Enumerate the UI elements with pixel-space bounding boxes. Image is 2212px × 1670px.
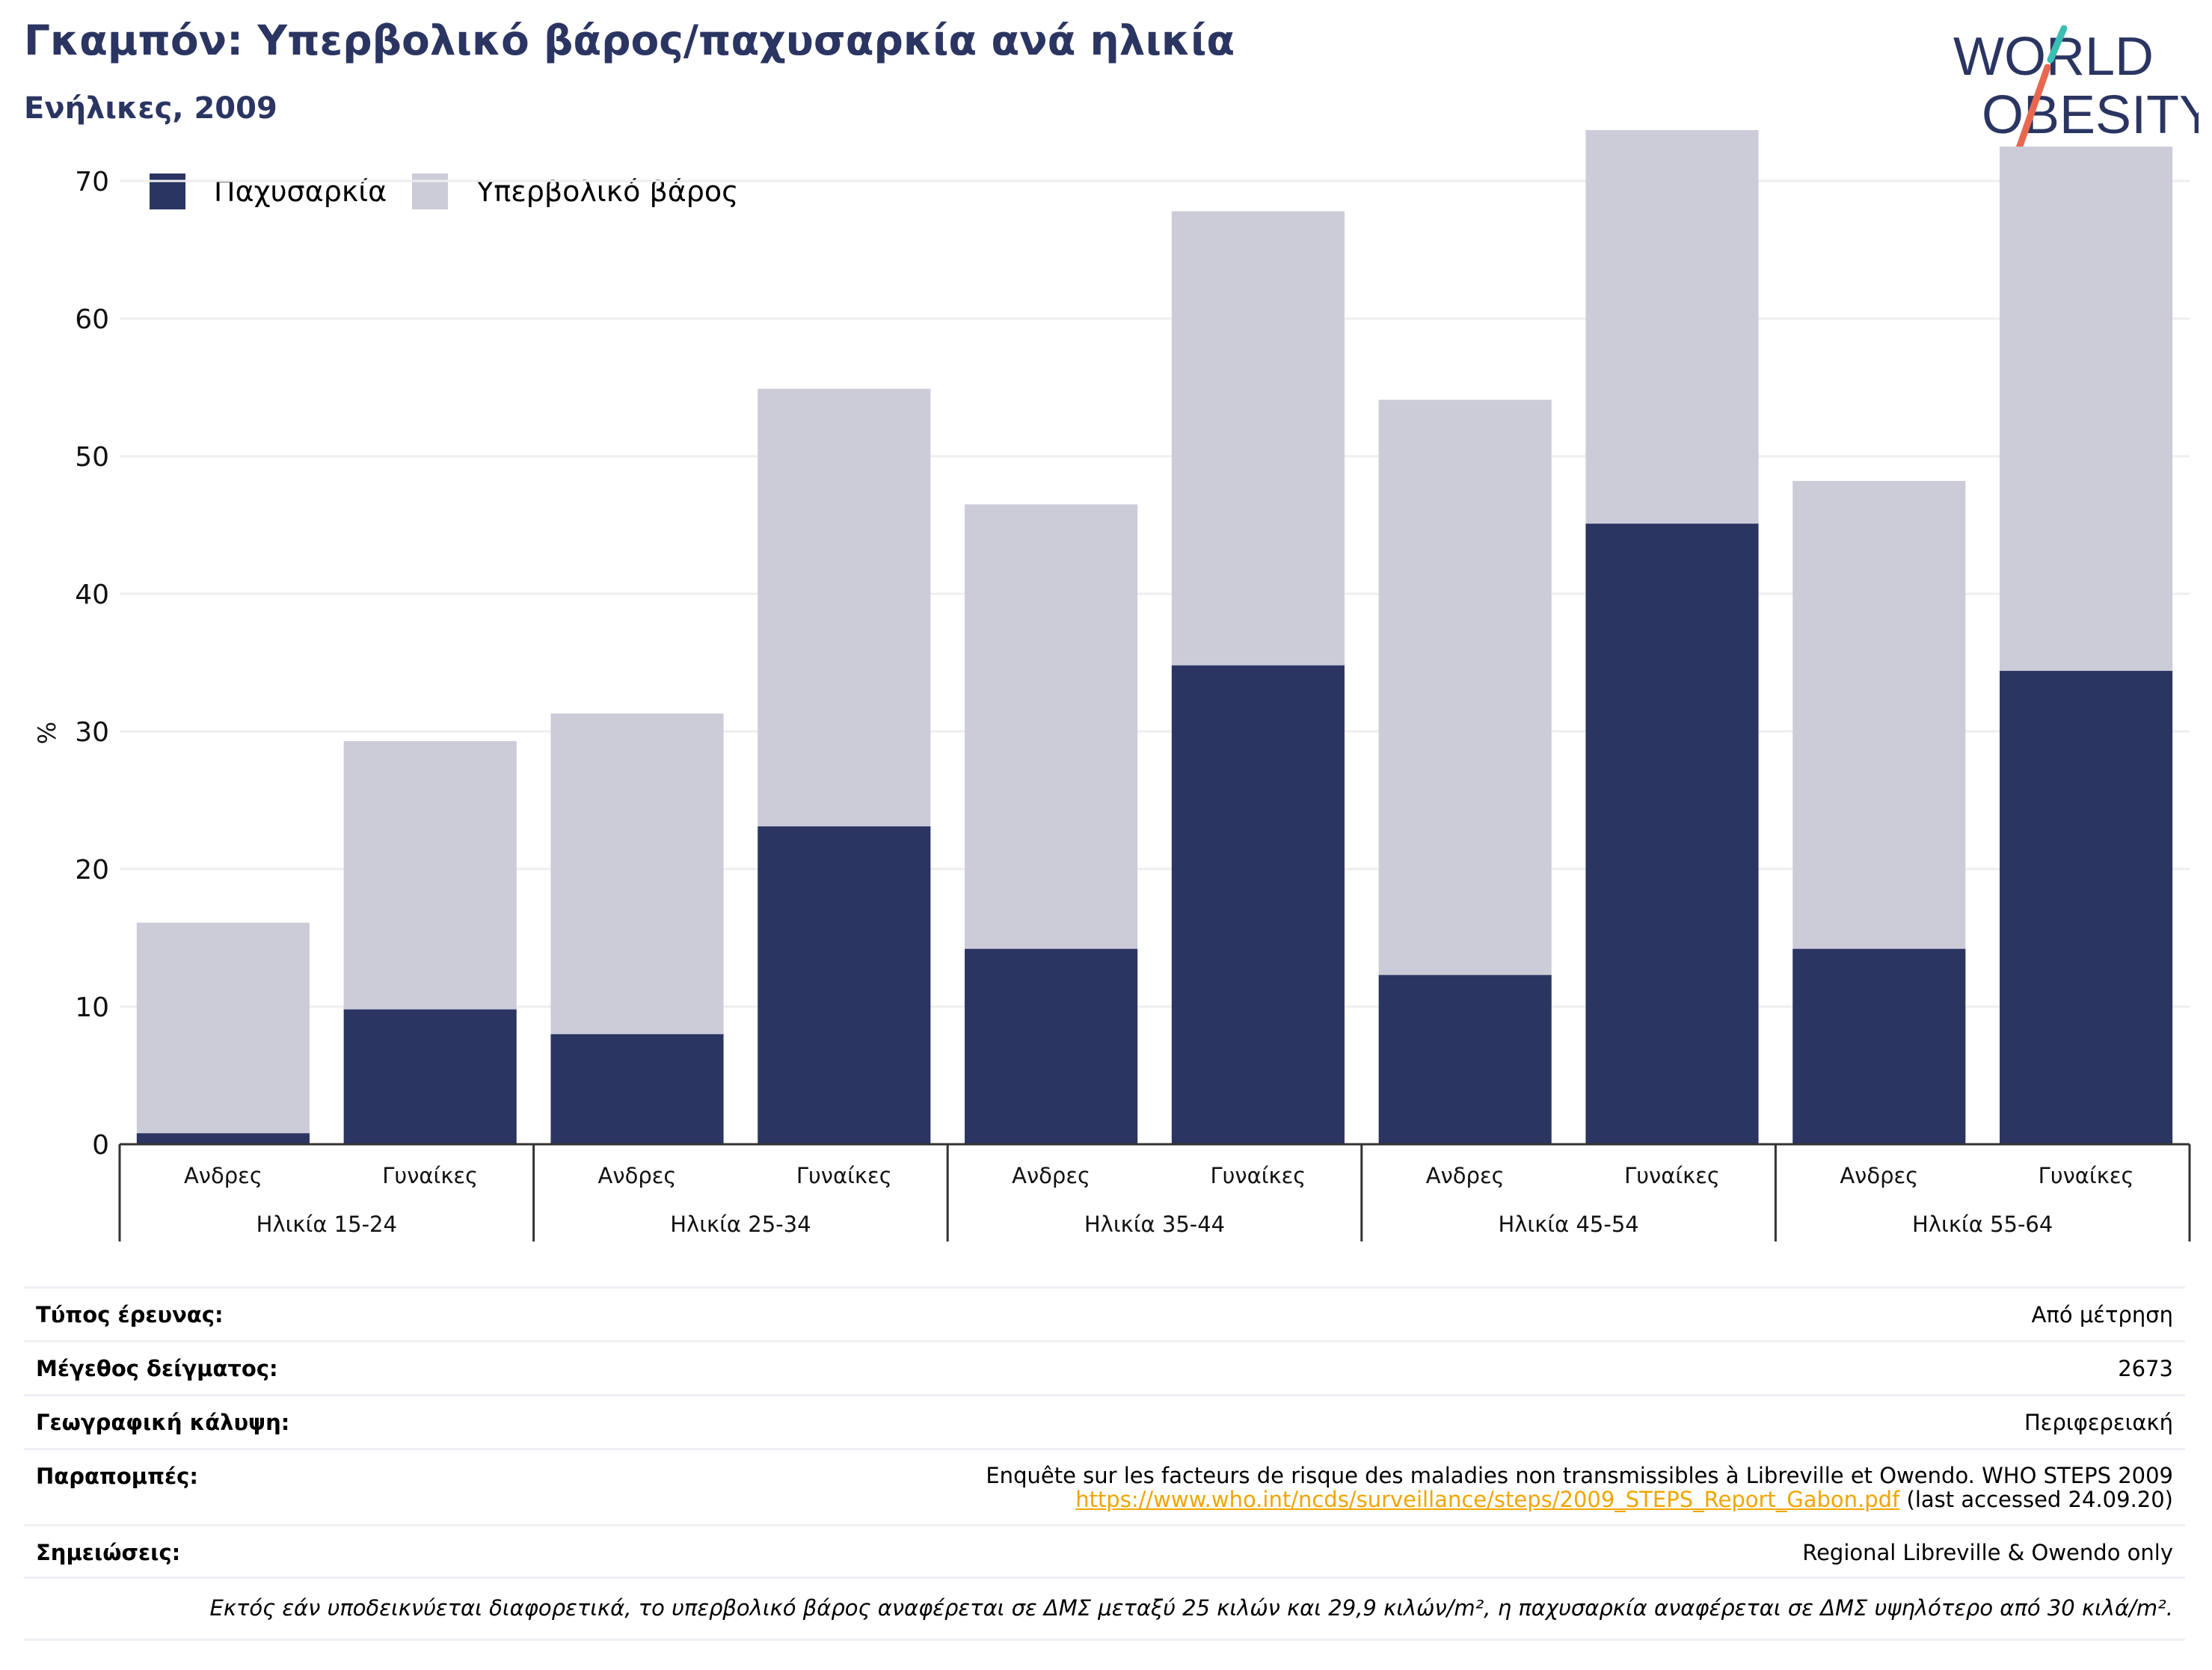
x-tick-label: Ανδρες bbox=[184, 1163, 262, 1188]
bar-overweight bbox=[758, 388, 931, 826]
references-text: Enquête sur les facteurs de risque des m… bbox=[986, 1463, 2173, 1488]
info-row-coverage: Γεωγραφική κάλυψη: Περιφερειακή bbox=[24, 1394, 2185, 1448]
bar-obesity bbox=[550, 1034, 724, 1144]
page-subtitle: Ενήλικες, 2009 bbox=[24, 91, 277, 126]
sample-size-label: Μέγεθος δείγματος: bbox=[36, 1356, 278, 1381]
bar-overweight bbox=[1792, 481, 1966, 949]
survey-type-label: Τύπος έρευνας: bbox=[36, 1302, 224, 1327]
bar-obesity bbox=[2000, 671, 2173, 1144]
bar-overweight bbox=[2000, 147, 2173, 672]
x-tick-label: Γυναίκες bbox=[382, 1163, 478, 1188]
x-tick-label: Ανδρες bbox=[598, 1163, 677, 1188]
legend-swatch-obesity bbox=[150, 174, 185, 209]
logo-line2: OBESITY bbox=[1982, 85, 2199, 145]
bar-obesity bbox=[343, 1009, 517, 1144]
coverage-value: Περιφερειακή bbox=[2024, 1410, 2173, 1435]
x-tick-label: Ανδρες bbox=[1426, 1163, 1505, 1188]
notes-value: Regional Libreville & Owendo only bbox=[1802, 1540, 2173, 1565]
info-row-sample-size: Μέγεθος δείγματος: 2673 bbox=[24, 1340, 2185, 1394]
y-tick-label: 10 bbox=[75, 992, 109, 1023]
bar-overweight bbox=[550, 713, 724, 1034]
bar-overweight bbox=[343, 740, 517, 1010]
survey-info-table: Τύπος έρευνας: Από μέτρηση Μέγεθος δείγμ… bbox=[24, 1286, 2185, 1641]
info-row-survey-type: Τύπος έρευνας: Από μέτρηση bbox=[24, 1286, 2185, 1340]
sample-size-value: 2673 bbox=[2118, 1356, 2173, 1381]
bar-overweight bbox=[136, 922, 310, 1134]
coverage-label: Γεωγραφική κάλυψη: bbox=[36, 1410, 290, 1435]
y-axis-label: % bbox=[33, 722, 61, 744]
bar-overweight bbox=[1378, 399, 1552, 975]
y-tick-label: 60 bbox=[75, 304, 109, 335]
group-label: Ηλικία 35-44 bbox=[1084, 1212, 1225, 1237]
bar-obesity bbox=[1792, 948, 1966, 1144]
references-accessed: (last accessed 24.09.20) bbox=[1899, 1487, 2174, 1512]
info-row-references: Παραπομπές: Enquête sur les facteurs de … bbox=[24, 1448, 2185, 1524]
references-value: Enquête sur les facteurs de risque des m… bbox=[986, 1464, 2185, 1511]
references-link[interactable]: https://www.who.int/ncds/surveillance/st… bbox=[1075, 1487, 1900, 1512]
x-tick-label: Γυναίκες bbox=[1624, 1163, 1720, 1188]
world-obesity-logo: WORLD OBESITY bbox=[1953, 25, 2199, 152]
bar-overweight bbox=[965, 504, 1138, 949]
bar-obesity bbox=[1378, 974, 1552, 1144]
y-tick-label: 0 bbox=[92, 1130, 109, 1161]
y-tick-label: 50 bbox=[75, 442, 109, 473]
notes-label: Σημειώσεις: bbox=[36, 1540, 181, 1565]
x-tick-label: Ανδρες bbox=[1840, 1163, 1918, 1188]
bar-chart: 0 10 20 30 40 50 60 70% Ανδρες Γυναίκες Ανδρες Γυνα… bbox=[33, 129, 2191, 1241]
bar-overweight bbox=[1585, 129, 1759, 524]
x-tick-label: Γυναίκες bbox=[796, 1163, 892, 1188]
references-label: Παραπομπές: bbox=[36, 1464, 198, 1489]
bar-obesity bbox=[1171, 665, 1345, 1144]
definition-footnote: Εκτός εάν υποδεικνύεται διαφορετικά, το … bbox=[24, 1577, 2185, 1641]
group-label: Ηλικία 25-34 bbox=[670, 1212, 811, 1237]
y-tick-label: 30 bbox=[75, 717, 109, 748]
group-label: Ηλικία 55-64 bbox=[1912, 1212, 2053, 1237]
info-row-notes: Σημειώσεις: Regional Libreville & Owendo… bbox=[24, 1524, 2185, 1577]
bar-obesity bbox=[758, 826, 931, 1144]
x-tick-label: Ανδρες bbox=[1012, 1163, 1090, 1188]
y-tick-label: 20 bbox=[75, 855, 109, 885]
legend-swatch-overweight bbox=[412, 174, 449, 209]
bar-obesity bbox=[965, 948, 1138, 1144]
logo-slash-coral bbox=[2015, 64, 2051, 152]
y-tick-label: 40 bbox=[75, 580, 109, 610]
x-tick-label: Γυναίκες bbox=[2039, 1163, 2134, 1188]
bar-obesity bbox=[1585, 524, 1759, 1144]
group-label: Ηλικία 45-54 bbox=[1498, 1212, 1638, 1237]
page-title: Γκαμπόν: Υπερβολικό βάρος/παχυσαρκία ανά… bbox=[24, 16, 1235, 64]
logo-slash-teal bbox=[2047, 25, 2068, 64]
x-tick-label: Γυναίκες bbox=[1210, 1163, 1306, 1188]
bar-obesity bbox=[136, 1133, 310, 1144]
y-tick-label: 70 bbox=[75, 167, 109, 197]
survey-type-value: Από μέτρηση bbox=[2031, 1302, 2173, 1327]
bar-overweight bbox=[1171, 211, 1345, 666]
group-label: Ηλικία 15-24 bbox=[256, 1212, 397, 1237]
